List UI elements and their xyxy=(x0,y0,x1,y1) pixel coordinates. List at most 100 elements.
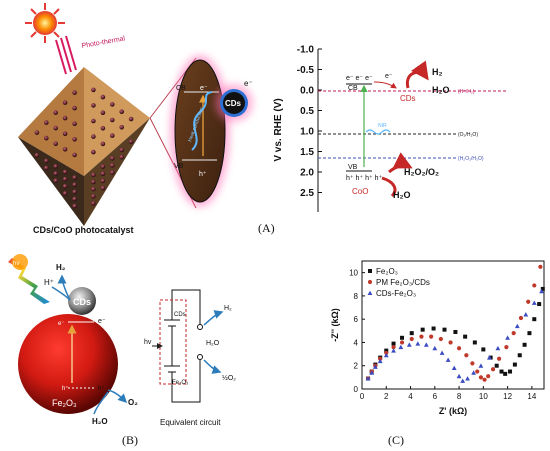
octahedron-dot xyxy=(62,131,68,136)
data-point xyxy=(372,364,378,369)
data-point xyxy=(471,370,477,375)
cds-particle-label: CDs xyxy=(225,99,242,108)
y-tick-label: 6 xyxy=(354,315,359,324)
o2-b-arrow xyxy=(107,389,128,404)
data-point xyxy=(384,348,389,353)
circuit-h2o-label: H₂O xyxy=(206,340,220,347)
transfer-electron: e⁻ xyxy=(385,73,393,80)
data-point xyxy=(518,315,524,321)
octahedron-dot xyxy=(91,201,96,206)
octahedron-dot xyxy=(44,165,49,171)
h2o2-couple-label: (H₂O₂/H₂O) xyxy=(458,156,484,162)
octahedron-dot xyxy=(72,189,77,195)
chart-ticks: 0 2 4 6 8 10 12 14 0 2 4 6 8 10 xyxy=(349,269,537,401)
octahedron-dot xyxy=(100,126,106,131)
sun-icon xyxy=(25,3,65,43)
energy-tick-label: 0.0 xyxy=(300,86,314,97)
vb-holes: h⁺ h⁺ h⁺ h⁺ xyxy=(346,175,382,182)
energy-ticks: -1.0 -0.5 0.0 0.5 1.0 1.5 2.0 2.5 xyxy=(297,45,322,199)
octahedron-dot xyxy=(119,154,124,160)
octahedron-dot xyxy=(62,191,68,196)
data-point xyxy=(505,335,510,340)
octahedron-dot xyxy=(100,94,106,100)
data-point xyxy=(475,369,480,374)
octahedron-dot xyxy=(72,152,77,158)
octahedron-dot xyxy=(44,120,49,125)
cds-b-label: CDs xyxy=(73,297,91,307)
octahedron-dot xyxy=(62,115,68,121)
h2o-b-arrow xyxy=(93,391,109,415)
energy-tick-label: -1.0 xyxy=(297,45,315,56)
circuit-hv-label: hv xyxy=(144,339,152,346)
h2-b-label: H₂ xyxy=(56,263,66,272)
octahedron-dots xyxy=(34,87,134,209)
data-point xyxy=(537,302,542,307)
nir-label: NIR xyxy=(378,123,387,129)
octahedron-dot xyxy=(72,90,77,95)
octahedron-dot xyxy=(91,149,96,155)
coo-octahedron xyxy=(18,67,150,226)
data-point xyxy=(463,334,468,339)
y-tick-label: 8 xyxy=(354,292,359,301)
circuit-fe2o3-label: Fe₂O₃ xyxy=(172,380,189,386)
octahedron-dot xyxy=(53,141,58,146)
panel-b-label: (B) xyxy=(122,433,138,447)
octahedron-dot xyxy=(72,105,77,111)
data-point xyxy=(517,353,522,358)
octahedron-dot xyxy=(53,171,58,176)
data-point xyxy=(531,300,537,305)
legend-label: Fe₂O₃ xyxy=(376,267,398,276)
data-point xyxy=(391,348,396,353)
octahedron-dot xyxy=(119,147,124,153)
data-point xyxy=(511,331,516,336)
octahedron-dot xyxy=(110,133,115,138)
h2-evolution-arrow xyxy=(405,60,429,89)
legend-marker xyxy=(368,269,372,273)
octahedron-dot xyxy=(100,164,106,169)
h2o-o-label: H₂O xyxy=(393,190,411,200)
data-point xyxy=(482,377,487,382)
octahedron-dot xyxy=(72,121,77,126)
data-point xyxy=(522,342,527,347)
data-point xyxy=(456,346,462,351)
h2-b-arrow xyxy=(57,274,71,301)
data-point xyxy=(465,376,470,381)
x-tick-label: 2 xyxy=(384,392,389,401)
cd-band-electrons: e⁻ e⁻ e⁻ xyxy=(346,75,373,82)
equivalent-circuit xyxy=(159,289,203,403)
data-point xyxy=(377,358,383,364)
data-point xyxy=(419,334,424,339)
y-tick-label: 2 xyxy=(354,362,359,371)
electron2-b-label: e⁻ xyxy=(58,321,65,327)
particle-electron: e⁻ xyxy=(200,85,208,92)
octahedron-dot xyxy=(53,178,58,183)
x-tick-label: 8 xyxy=(457,392,462,401)
octahedron-dot xyxy=(72,196,77,202)
hole2-b-label: h⁺ xyxy=(98,385,105,392)
octahedron-dot xyxy=(100,178,106,184)
chart-marks xyxy=(365,264,545,383)
energy-axis-label: V vs. RHE (V) xyxy=(273,98,284,161)
data-point xyxy=(495,345,501,351)
panel-a-schematic: Photo-thermal CDs/CoO photocatalyst CB V… xyxy=(18,3,253,235)
octahedron-dot xyxy=(62,147,68,152)
data-point xyxy=(538,264,543,269)
panel-c-label: (C) xyxy=(388,433,404,447)
data-point xyxy=(539,288,544,294)
x-tick-label: 0 xyxy=(360,392,365,401)
octahedron-dot xyxy=(44,158,49,164)
energy-diagram: -1.0 -0.5 0.0 0.5 1.0 1.5 2.0 2.5 V vs. RHE (V)… xyxy=(273,45,508,212)
energy-tick-label: 1.5 xyxy=(300,147,314,158)
octahedron-dot xyxy=(91,118,96,124)
data-point xyxy=(431,326,436,331)
x-tick-label: 10 xyxy=(479,392,488,401)
x-tick-label: 4 xyxy=(408,392,413,401)
cd-band-label: CB xyxy=(348,85,358,92)
cds-sphere xyxy=(68,287,96,315)
octahedron-dot xyxy=(110,156,115,161)
photothermal-rays xyxy=(55,35,77,75)
data-point xyxy=(391,345,396,350)
o2-couple-label: (O₂/H₂O) xyxy=(458,132,478,138)
hole-b-label: h⁺ xyxy=(62,385,69,392)
